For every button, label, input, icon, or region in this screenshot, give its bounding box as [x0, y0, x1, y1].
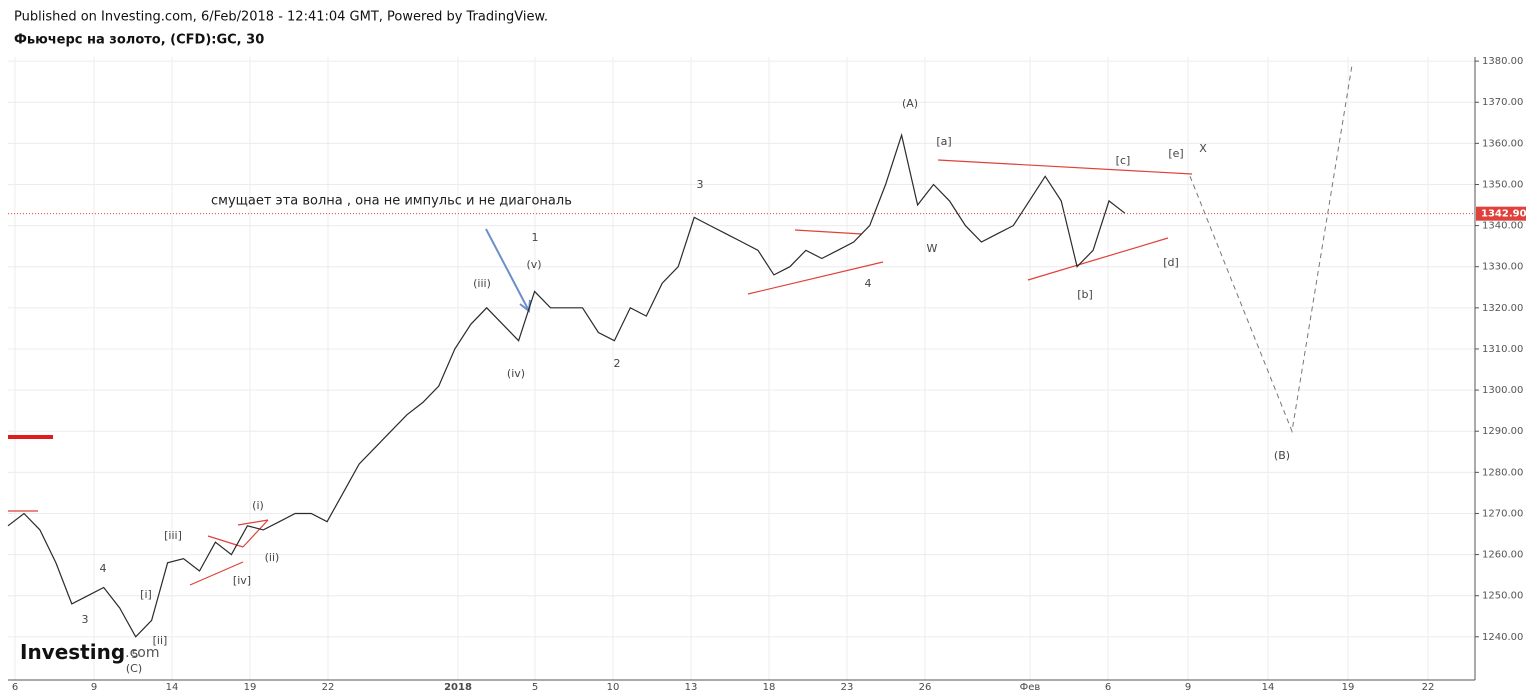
y-tick-label: 1260.00 — [1482, 550, 1523, 561]
y-tick-label: 1340.00 — [1482, 221, 1523, 232]
y-tick-label: 1270.00 — [1482, 508, 1523, 519]
wave-label: 3 — [697, 178, 704, 191]
wave-label: [i] — [140, 588, 152, 601]
x-tick-label: 9 — [1185, 682, 1191, 693]
y-tick-label: 1370.00 — [1482, 97, 1523, 108]
wave-label: (B) — [1274, 449, 1290, 462]
x-tick-label: 6 — [12, 682, 18, 693]
wave-label: [d] — [1163, 256, 1179, 269]
y-tick-label: 1330.00 — [1482, 262, 1523, 273]
x-tick-label: 18 — [763, 682, 776, 693]
y-tick-label: 1350.00 — [1482, 179, 1523, 190]
x-tick-label: 23 — [841, 682, 854, 693]
wave-label: (iii) — [473, 277, 491, 290]
y-tick-label: 1380.00 — [1482, 56, 1523, 67]
y-tick-label: 1360.00 — [1482, 138, 1523, 149]
wave-label: W — [927, 242, 938, 255]
y-tick-label: 1290.00 — [1482, 426, 1523, 437]
wave-label: [iii] — [164, 529, 182, 542]
x-tick-label: 22 — [1422, 682, 1435, 693]
last-price-label: 1342.90 — [1481, 209, 1527, 220]
wave-label: (A) — [902, 97, 918, 110]
x-tick-label: 9 — [91, 682, 97, 693]
note: смущает эта волна , она не импульс и не … — [211, 194, 572, 209]
x-tick-label: 26 — [919, 682, 932, 693]
y-tick-label: 1240.00 — [1482, 632, 1523, 643]
wave-label: (iv) — [507, 367, 525, 380]
x-tick-label: 6 — [1105, 682, 1111, 693]
x-tick-label: 14 — [1262, 682, 1275, 693]
y-tick-label: 1300.00 — [1482, 385, 1523, 396]
y-tick-label: 1310.00 — [1482, 344, 1523, 355]
y-tick-label: 1250.00 — [1482, 591, 1523, 602]
logo-suffix: .com — [125, 645, 159, 661]
x-tick-label: 13 — [685, 682, 698, 693]
wave-label: (v) — [526, 258, 541, 271]
published-note: Published on Investing.com, 6/Feb/2018 -… — [14, 10, 548, 25]
wave-label: 4 — [100, 562, 107, 575]
x-tick-label: 19 — [1342, 682, 1355, 693]
arrow — [485, 228, 531, 313]
wave-label: [c] — [1116, 154, 1131, 167]
wave-label: 5 — [132, 648, 139, 661]
wave-label: (C) — [126, 662, 142, 675]
x-tick-label: Фев — [1020, 682, 1041, 693]
x-tick-label: 2018 — [444, 682, 472, 693]
wave-label: 3 — [82, 613, 89, 626]
wave-label: 4 — [865, 277, 872, 290]
price-line — [7, 132, 1126, 638]
wave-label: [e] — [1168, 147, 1183, 160]
wave-label: X — [1199, 142, 1207, 155]
grid — [8, 57, 1475, 680]
wave-label: [a] — [936, 135, 951, 148]
wave-label: (i) — [252, 499, 264, 512]
y-tick-label: 1280.00 — [1482, 467, 1523, 478]
x-tick-label: 10 — [607, 682, 620, 693]
wave-label: (ii) — [265, 551, 280, 564]
x-tick-label: 14 — [166, 682, 179, 693]
projection-line — [1189, 65, 1353, 434]
logo-main: Investing — [20, 640, 125, 664]
chart-title: Фьючерс на золото, (CFD):GC, 30 — [14, 33, 264, 48]
wave-label: 1 — [532, 231, 539, 244]
wave-label: [b] — [1077, 288, 1093, 301]
x-tick-label: 22 — [322, 682, 335, 693]
y-tick-label: 1320.00 — [1482, 303, 1523, 314]
last-price-tag — [1476, 206, 1526, 221]
wave-label: [iv] — [233, 574, 251, 587]
logo: Investing.com — [20, 640, 160, 664]
x-tick-label: 19 — [244, 682, 257, 693]
wave-label: 2 — [614, 357, 621, 370]
wave-label: [ii] — [153, 634, 168, 647]
x-tick-label: 5 — [532, 682, 538, 693]
